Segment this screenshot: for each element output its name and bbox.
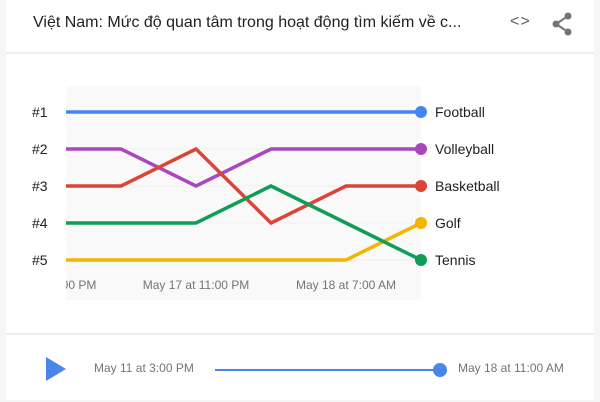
series-line-volleyball <box>66 147 421 188</box>
timeline-start-label: May 11 at 3:00 PM <box>94 361 194 375</box>
timeline-slider-handle[interactable] <box>433 363 447 377</box>
timeline-bar: May 11 at 3:00 PM May 18 at 11:00 AM <box>6 333 594 402</box>
code-icon[interactable]: <> <box>510 13 531 30</box>
series-line-golf <box>66 221 422 262</box>
series-end-marker <box>415 180 427 192</box>
y-tick-label: #1 <box>32 104 48 120</box>
x-tick-label: May 18 at 7:00 AM <box>296 278 396 292</box>
series-label: Volleyball <box>435 141 494 157</box>
card-title: Việt Nam: Mức độ quan tâm trong hoạt độn… <box>33 14 462 31</box>
series-line-basketball <box>66 146 421 226</box>
series-end-marker <box>415 254 427 266</box>
share-icon[interactable] <box>551 12 573 36</box>
series-end-marker <box>415 106 427 118</box>
series-label: Football <box>435 104 485 120</box>
card-header: Việt Nam: Mức độ quan tâm trong hoạt độn… <box>6 0 594 54</box>
timeline-slider-track[interactable] <box>215 369 440 371</box>
series-label: Golf <box>435 215 461 231</box>
y-tick-label: #4 <box>32 215 48 231</box>
y-tick-label: #3 <box>32 178 48 194</box>
plot-background <box>66 86 421 300</box>
series-end-marker <box>415 143 427 155</box>
series-label: Tennis <box>435 252 475 268</box>
y-tick-label: #2 <box>32 141 48 157</box>
x-tick-label: May 17 at 11:00 PM <box>143 278 250 292</box>
series-line-tennis <box>66 184 422 262</box>
series-label: Basketball <box>435 178 500 194</box>
series-end-marker <box>415 217 427 229</box>
play-icon[interactable] <box>46 357 66 381</box>
timeline-end-label: May 18 at 11:00 AM <box>458 361 564 375</box>
x-tick-label: May 17 at 3:00 PM <box>0 278 96 292</box>
y-tick-label: #5 <box>32 252 48 268</box>
